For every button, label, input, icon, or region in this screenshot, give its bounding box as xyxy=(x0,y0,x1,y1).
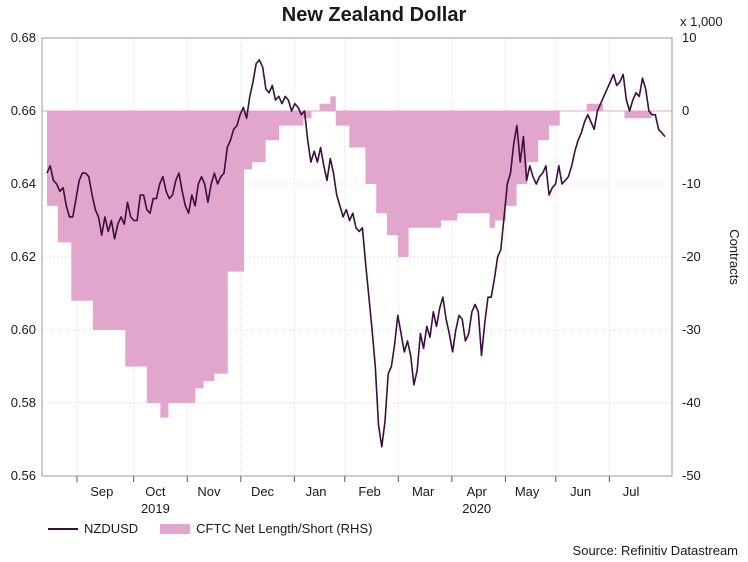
legend-label-nzdusd: NZDUSD xyxy=(84,521,139,536)
year-label-2020: 2020 xyxy=(462,501,491,516)
month-label: Apr xyxy=(467,484,488,499)
left-tick-label: 0.68 xyxy=(11,30,36,45)
source-note: Source: Refinitiv Datastream xyxy=(572,543,738,558)
right-tick-label: -10 xyxy=(682,176,701,191)
left-tick-label: 0.64 xyxy=(11,176,36,191)
month-label: Jan xyxy=(306,484,327,499)
right-axis-label: Contracts xyxy=(727,229,742,285)
legend-item-nzdusd: NZDUSD xyxy=(48,521,138,536)
left-tick-label: 0.62 xyxy=(11,249,36,264)
chart-title: New Zealand Dollar xyxy=(281,4,467,26)
left-tick-label: 0.60 xyxy=(11,322,36,337)
left-tick-label: 0.58 xyxy=(11,395,36,410)
nzdusd-line-layer xyxy=(46,59,666,448)
legend-line-swatch xyxy=(48,527,78,530)
month-label: Nov xyxy=(197,484,221,499)
left-tick-label: 0.66 xyxy=(11,103,36,118)
plot-frame xyxy=(41,37,673,477)
month-label: Jun xyxy=(570,484,591,499)
month-label: Mar xyxy=(412,484,435,499)
axis-layer: 0.68 0.66 0.64 0.62 0.60 0.58 0.56 10 0 -10 -20 -30… xyxy=(11,14,742,516)
left-tick-label: 0.56 xyxy=(11,468,36,483)
month-label: Jul xyxy=(623,484,640,499)
legend-label-cftc: CFTC Net Length/Short (RHS) xyxy=(196,521,373,536)
legend: NZDUSD CFTC Net Length/Short (RHS) xyxy=(48,521,394,536)
month-label: Dec xyxy=(251,484,275,499)
month-label: Oct xyxy=(145,484,166,499)
legend-item-cftc: CFTC Net Length/Short (RHS) xyxy=(160,521,372,536)
right-tick-label: -30 xyxy=(682,322,701,337)
month-label: Sep xyxy=(90,484,113,499)
nzdusd-line xyxy=(46,59,666,448)
month-label: Feb xyxy=(358,484,380,499)
right-tick-label: 10 xyxy=(682,30,696,45)
right-tick-label: -50 xyxy=(682,468,701,483)
cftc-area xyxy=(47,96,665,418)
legend-area-swatch xyxy=(160,523,191,534)
year-label-2019: 2019 xyxy=(141,501,170,516)
month-label: May xyxy=(515,484,540,499)
right-axis-multiplier: x 1,000 xyxy=(680,14,723,29)
right-tick-label: -40 xyxy=(682,395,701,410)
right-tick-label: -20 xyxy=(682,249,701,264)
right-tick-label: 0 xyxy=(682,103,689,118)
